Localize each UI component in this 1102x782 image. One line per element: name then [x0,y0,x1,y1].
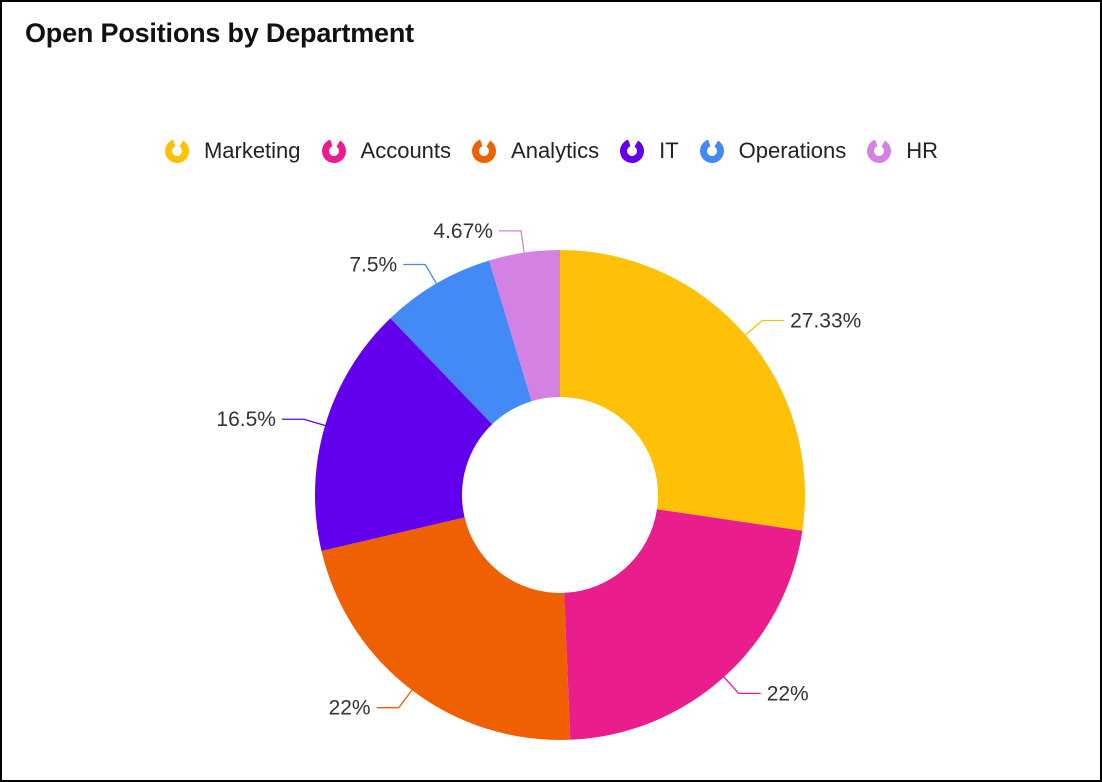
donut-legend-icon [867,139,892,163]
donut-legend-icon [164,139,189,163]
legend-item-marketing[interactable]: Marketing [164,138,301,164]
data-label: 27.33% [790,310,861,333]
legend-item-analytics[interactable]: Analytics [471,138,599,164]
donut-legend-icon [472,139,497,163]
legend-item-it[interactable]: IT [619,138,679,164]
donut-legend-icon [620,139,645,163]
legend-item-accounts[interactable]: Accounts [321,138,452,164]
leader-line [498,230,526,257]
data-label: 4.67% [433,220,493,243]
slice-hr[interactable] [489,250,560,402]
data-label: 22% [329,697,371,720]
leader-line [741,319,785,338]
chart-legend: Marketing Accounts Analytics IT Operations HR [2,138,1100,164]
legend-item-hr[interactable]: HR [866,138,938,164]
legend-item-operations[interactable]: Operations [699,138,847,164]
leader-line [720,673,761,695]
chart-title: Open Positions by Department [25,18,414,48]
slice-accounts[interactable] [564,509,803,740]
data-label: 16.5% [216,408,276,431]
legend-label: Accounts [360,138,452,163]
slice-it[interactable] [315,318,493,551]
slice-marketing[interactable] [560,250,805,531]
legend-label: HR [906,138,939,163]
legend-label: Marketing [203,138,301,163]
slice-analytics[interactable] [321,517,571,741]
leader-line [403,263,439,288]
legend-label: Operations [738,138,847,163]
data-label: 22% [767,682,809,705]
legend-label: Analytics [511,138,600,163]
leader-line [281,418,330,428]
leader-line [376,686,415,709]
donut-legend-icon [321,139,346,163]
legend-label: IT [659,138,679,163]
slice-operations[interactable] [390,260,532,425]
data-label: 7.5% [349,254,397,277]
donut-legend-icon [699,139,724,163]
